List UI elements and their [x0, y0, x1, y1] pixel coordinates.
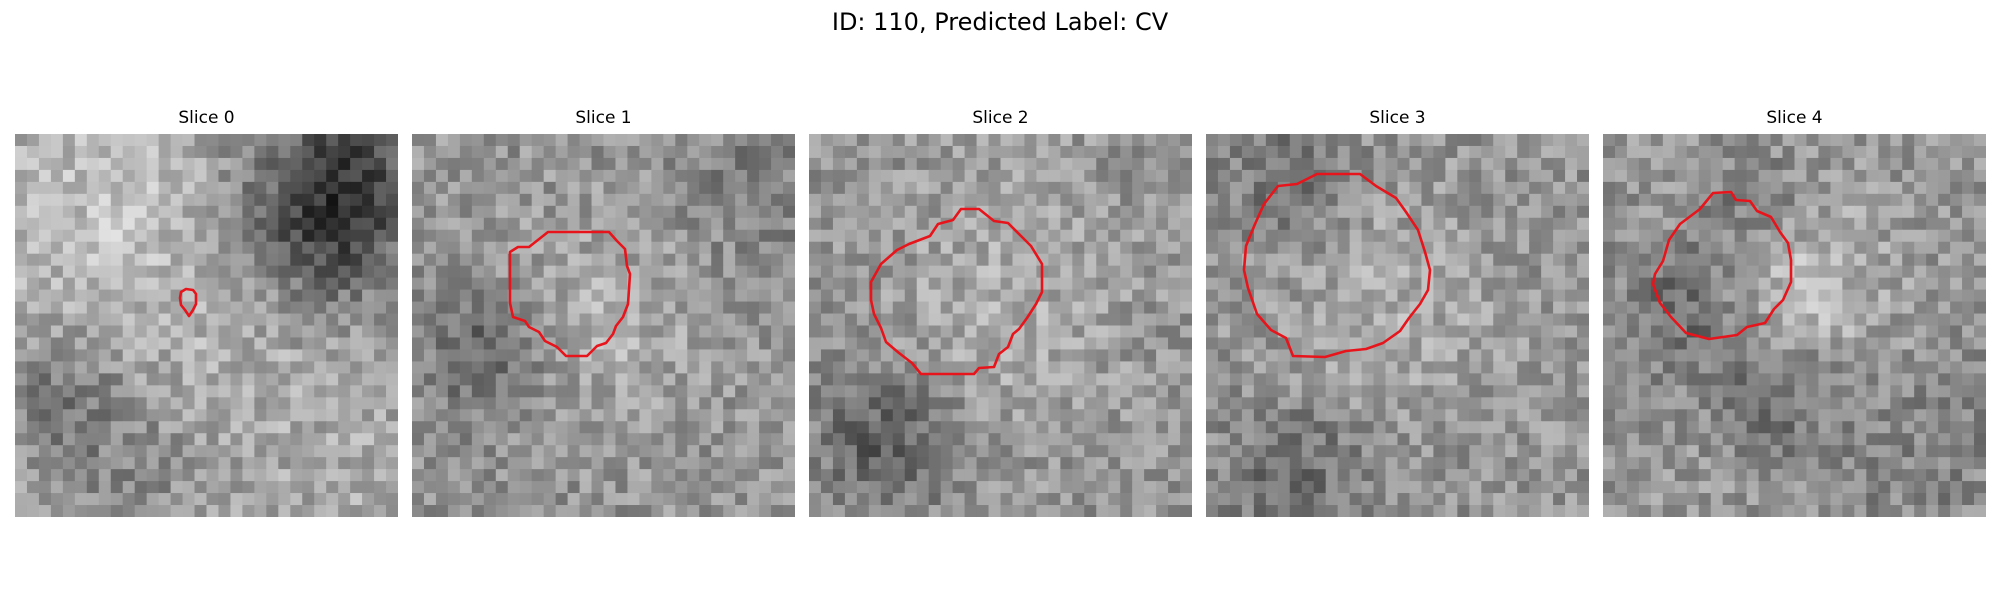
panel-title: Slice 0: [178, 108, 235, 128]
panel-slice-1: Slice 1: [412, 108, 795, 517]
panel-slice-0: Slice 0: [15, 108, 398, 517]
pixel-grid: [1603, 134, 1986, 517]
segmentation-contour: [178, 287, 198, 318]
slice-image: [1206, 134, 1589, 517]
slice-image: [412, 134, 795, 517]
slice-image: [809, 134, 1192, 517]
segmentation-contour: [1242, 172, 1432, 359]
panel-title: Slice 4: [1766, 108, 1823, 128]
panel-title: Slice 3: [1369, 108, 1426, 128]
segmentation-contour: [1651, 190, 1793, 341]
pixel-grid: [412, 134, 795, 517]
slice-image: [1603, 134, 1986, 517]
pixel-grid: [809, 134, 1192, 517]
panel-title: Slice 2: [972, 108, 1029, 128]
panel-title: Slice 1: [575, 108, 632, 128]
pixel-grid: [15, 134, 398, 517]
segmentation-contour: [508, 230, 632, 358]
figure-title: ID: 110, Predicted Label: CV: [831, 8, 1169, 36]
panel-slice-3: Slice 3: [1206, 108, 1589, 517]
panel-slice-4: Slice 4: [1603, 108, 1986, 517]
pixel-grid: [1206, 134, 1589, 517]
segmentation-contour: [869, 207, 1044, 376]
panel-slice-2: Slice 2: [809, 108, 1192, 517]
slice-image: [15, 134, 398, 517]
